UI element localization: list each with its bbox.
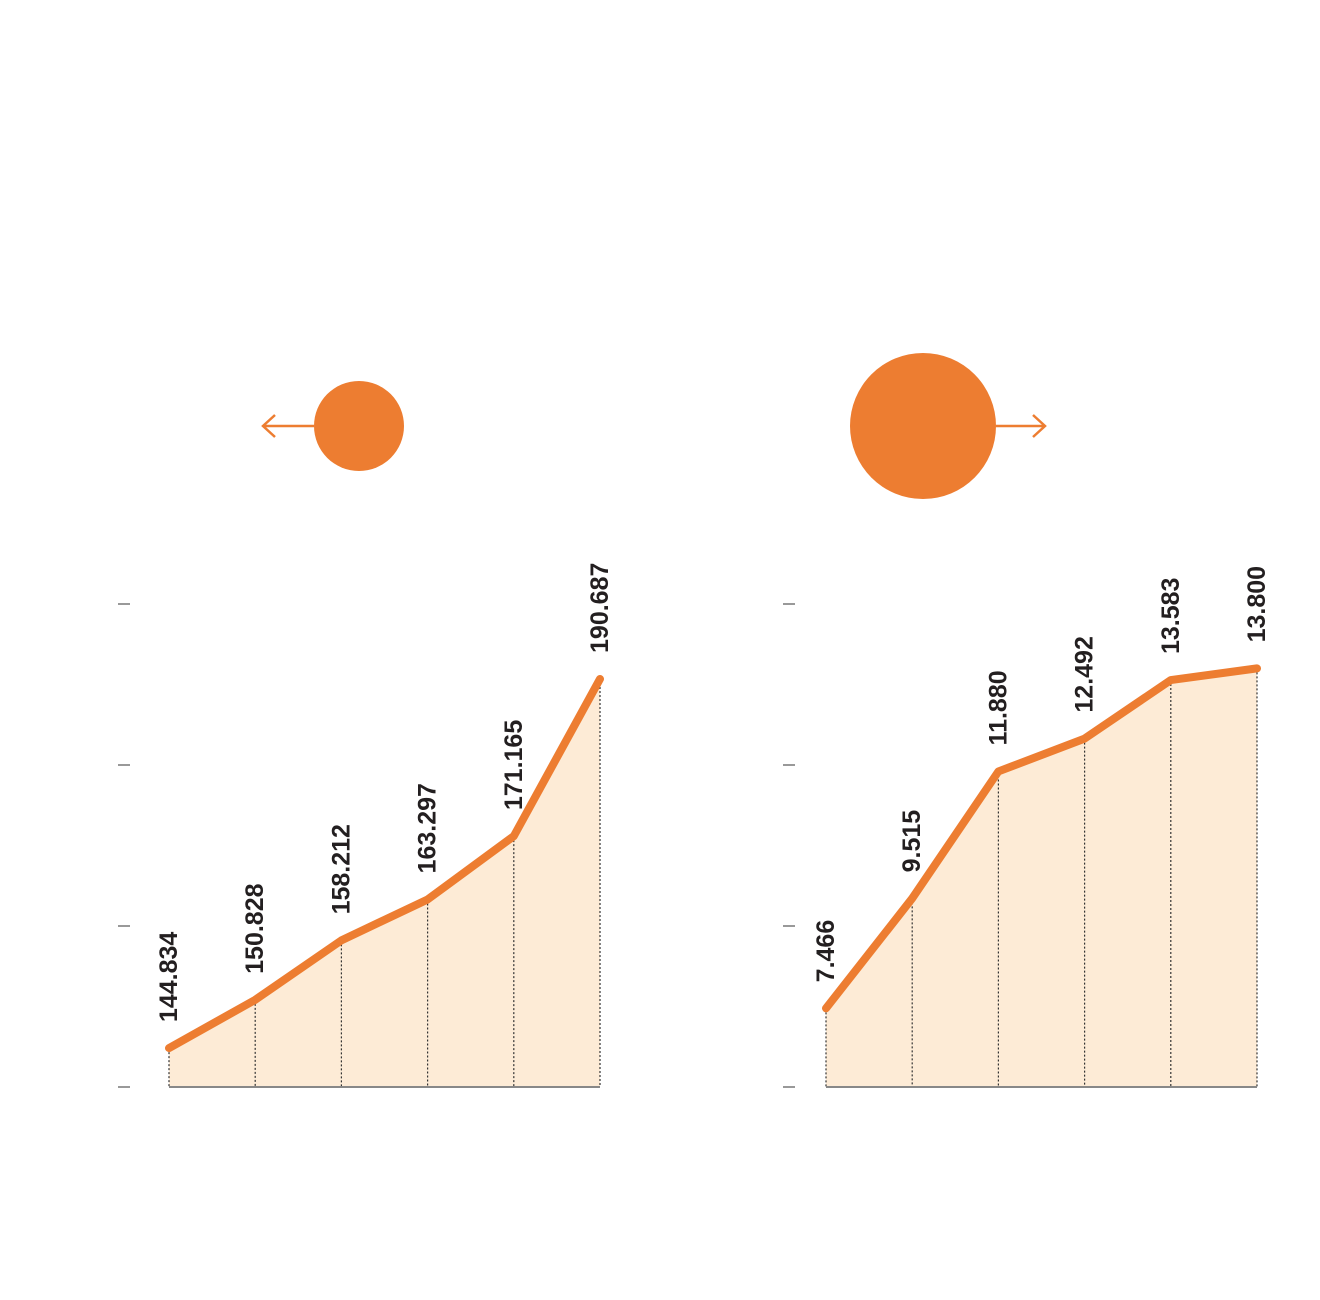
value-label: 171.165 [500, 720, 528, 810]
value-label: 7.466 [812, 920, 840, 983]
line [165, 674, 604, 1053]
value-label: 163.297 [414, 783, 442, 873]
value-label: 150.828 [241, 883, 269, 973]
value-label: 12.492 [1071, 636, 1099, 712]
arrow [996, 414, 1047, 438]
area-fill [169, 678, 600, 1087]
line [822, 664, 1261, 1013]
value-label: 13.800 [1243, 566, 1271, 642]
circle [314, 381, 404, 471]
value-label: 144.834 [155, 932, 183, 1022]
value-label: 158.212 [327, 824, 355, 914]
arrow [261, 414, 314, 438]
circle [850, 353, 996, 499]
value-label: 13.583 [1157, 578, 1185, 654]
left-symbol [261, 381, 404, 471]
right-symbol [850, 353, 1047, 499]
value-label: 11.880 [984, 670, 1012, 745]
area-fill [826, 668, 1257, 1087]
value-label: 9.515 [898, 810, 926, 873]
value-label: 190.687 [586, 563, 614, 653]
